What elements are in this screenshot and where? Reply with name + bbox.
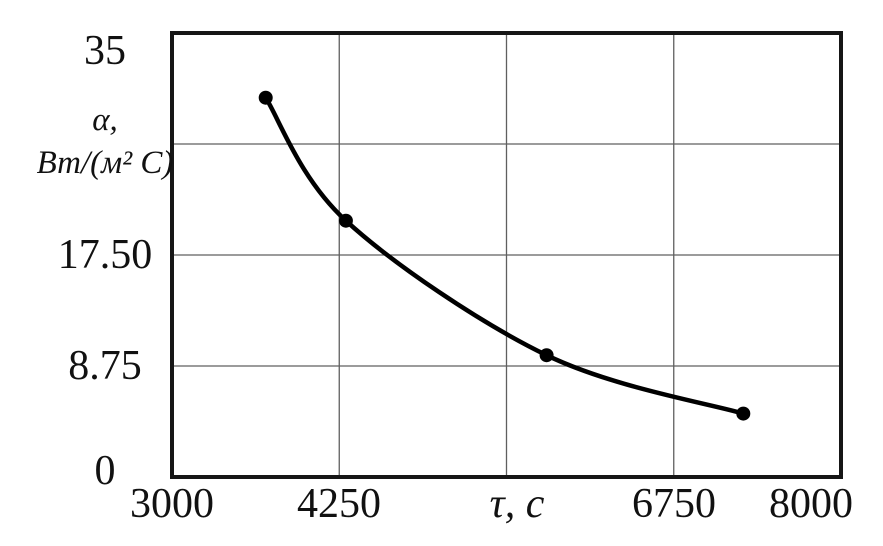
x-tick-label-6750: 6750 — [632, 481, 716, 527]
data-point-marker — [338, 213, 353, 228]
x-tick-label-4250: 4250 — [297, 481, 381, 527]
y-tick-label-8-75: 8.75 — [68, 343, 142, 389]
x-tick-label-3000: 3000 — [130, 481, 214, 527]
y-axis-title-units: Вт/(м² С) — [36, 145, 174, 181]
y-tick-label-0: 0 — [94, 448, 116, 494]
y-axis-title-symbol: α, — [92, 102, 118, 138]
data-point-marker — [258, 90, 273, 105]
y-tick-label-17-50: 17.50 — [57, 232, 153, 278]
data-curve — [263, 95, 746, 416]
x-tick-label-8000: 8000 — [769, 481, 853, 527]
y-tick-label-35: 35 — [84, 28, 126, 74]
y-axis-title: α, Вт/(м² С) — [2, 99, 208, 185]
data-point-marker — [736, 406, 751, 421]
x-axis-title-tau: τ, с — [489, 481, 545, 527]
data-point-marker — [539, 348, 554, 363]
plot-frame — [170, 31, 843, 479]
